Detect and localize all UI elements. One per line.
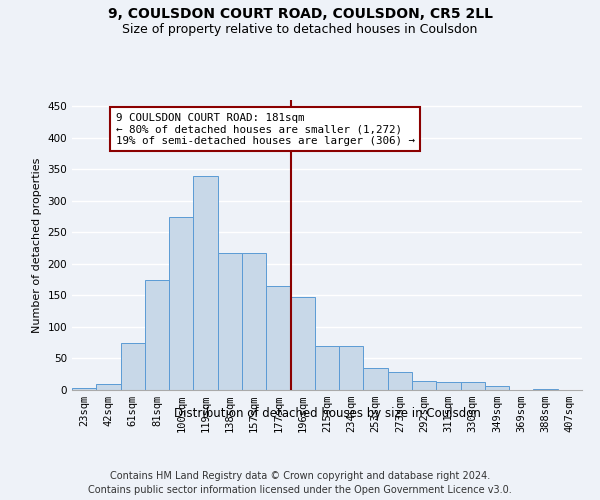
Y-axis label: Number of detached properties: Number of detached properties <box>32 158 42 332</box>
Bar <box>145 280 169 390</box>
Bar <box>388 372 412 390</box>
Text: Size of property relative to detached houses in Coulsdon: Size of property relative to detached ho… <box>122 22 478 36</box>
Bar <box>121 342 145 390</box>
Bar <box>364 368 388 390</box>
Text: Contains HM Land Registry data © Crown copyright and database right 2024.
Contai: Contains HM Land Registry data © Crown c… <box>88 471 512 495</box>
Bar <box>533 388 558 390</box>
Bar <box>339 346 364 390</box>
Bar <box>436 382 461 390</box>
Text: 9, COULSDON COURT ROAD, COULSDON, CR5 2LL: 9, COULSDON COURT ROAD, COULSDON, CR5 2L… <box>107 8 493 22</box>
Bar <box>266 286 290 390</box>
Bar <box>412 380 436 390</box>
Bar <box>169 216 193 390</box>
Bar <box>218 252 242 390</box>
Text: Distribution of detached houses by size in Coulsdon: Distribution of detached houses by size … <box>173 408 481 420</box>
Bar <box>242 252 266 390</box>
Bar <box>96 384 121 390</box>
Bar <box>72 388 96 390</box>
Text: 9 COULSDON COURT ROAD: 181sqm
← 80% of detached houses are smaller (1,272)
19% o: 9 COULSDON COURT ROAD: 181sqm ← 80% of d… <box>116 112 415 146</box>
Bar <box>290 298 315 390</box>
Bar <box>461 382 485 390</box>
Bar <box>193 176 218 390</box>
Bar <box>485 386 509 390</box>
Bar <box>315 346 339 390</box>
